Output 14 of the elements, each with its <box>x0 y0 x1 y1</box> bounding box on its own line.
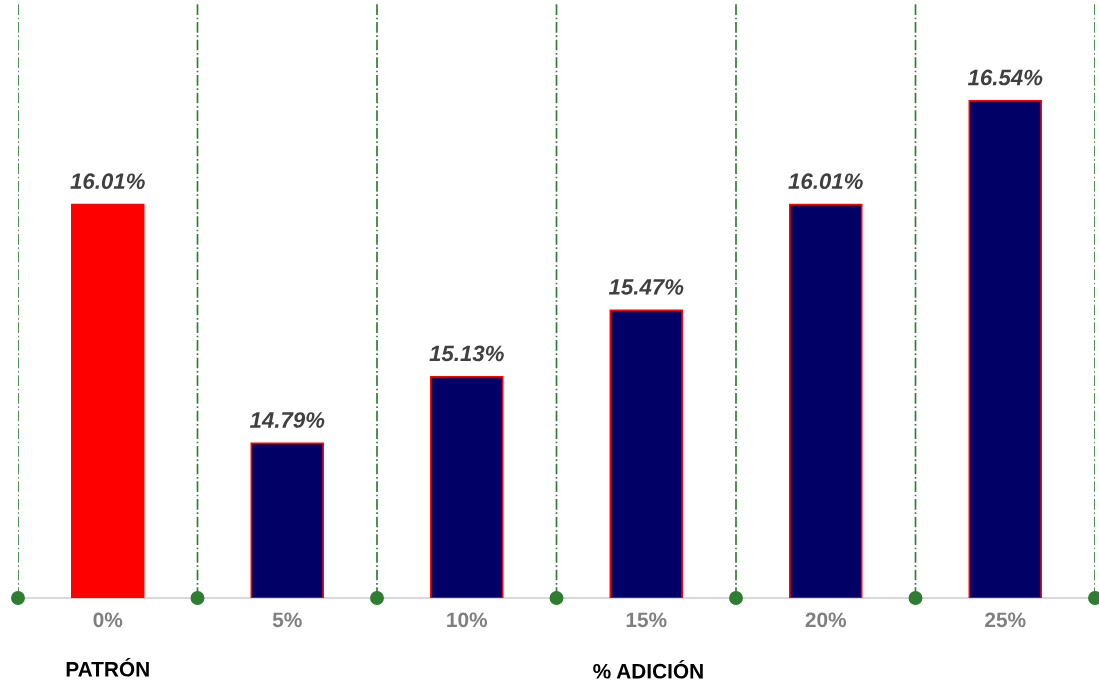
x-tick-label: 5% <box>272 612 302 628</box>
data-label: 15.47% <box>608 279 684 295</box>
x-tick-label: 20% <box>805 612 847 628</box>
data-label: 16.01% <box>788 173 863 190</box>
data-label: 16.01% <box>70 173 145 190</box>
data-label: 14.79% <box>249 412 325 428</box>
x-tick-label: 10% <box>447 612 488 628</box>
data-label: 15.13% <box>429 345 504 362</box>
text: PATRÓN <box>66 657 149 677</box>
x-tick-label: 15% <box>626 612 667 628</box>
x-axis-title: % ADICIÓN <box>593 659 703 679</box>
x-tick-label: 0% <box>93 612 123 628</box>
data-label: 16.54% <box>967 69 1043 86</box>
x-tick-label: 25% <box>985 612 1026 628</box>
